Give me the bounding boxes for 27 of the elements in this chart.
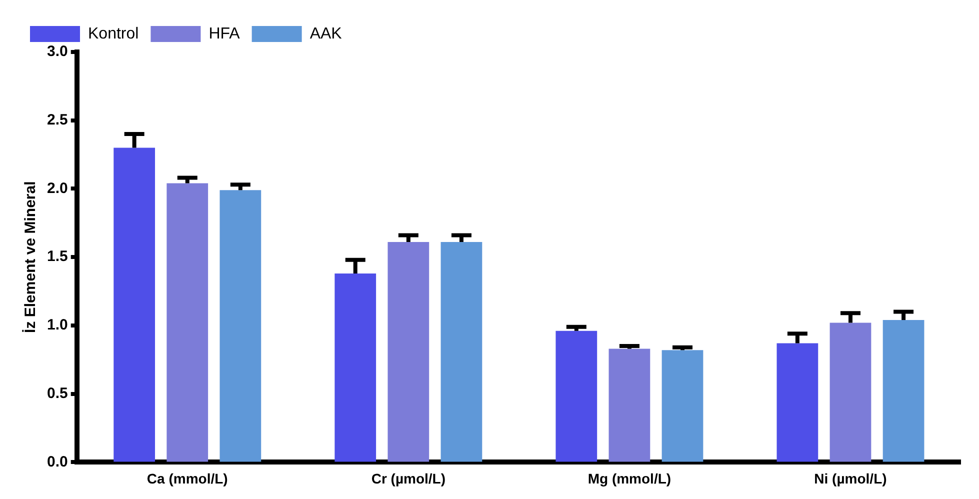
legend-label: HFA [208,25,240,42]
y-tick-label: 0.0 [46,453,68,470]
bar [440,242,482,462]
bar [388,242,430,462]
legend-label: AAK [310,25,342,42]
x-tick-label: Cr (µmol/L) [371,470,446,486]
bar [608,348,650,462]
bar [556,330,598,462]
y-tick-label: 1.0 [46,316,68,334]
bar [776,343,818,462]
bar [114,148,156,462]
bar [220,190,262,462]
y-axis-title: İz Element ve Mineral [22,181,40,333]
bar [662,350,704,462]
bar [166,183,208,462]
x-tick-label: Mg (mmol/L) [588,470,672,486]
x-tick-label: Ni (µmol/L) [814,470,887,486]
y-tick-label: 2.0 [46,180,68,197]
legend-label: Kontrol [88,25,139,42]
y-tick-label: 2.5 [46,112,68,129]
y-tick-label: 3.0 [46,43,68,60]
bar [882,320,924,462]
y-tick-label: 1.5 [46,248,68,266]
y-tick-label: 0.5 [46,384,68,402]
bar [830,322,872,462]
bar [334,274,376,462]
x-tick-label: Ca (mmol/L) [146,470,228,486]
